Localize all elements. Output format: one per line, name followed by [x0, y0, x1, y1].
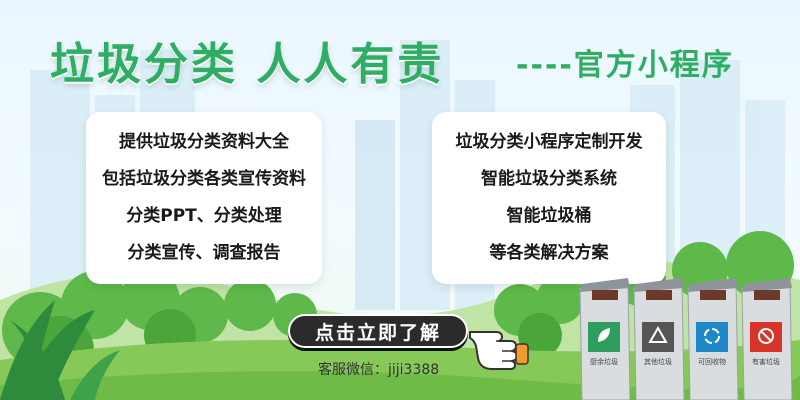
- card-line: 分类宣传、调查报告: [127, 243, 281, 263]
- leaf-icon: [598, 328, 610, 342]
- card-line: 提供垃圾分类资料大全: [119, 132, 289, 152]
- contact-wechat: 客服微信：jiji3388: [318, 362, 440, 378]
- card-line: 智能垃圾分类系统: [481, 169, 617, 189]
- bin-label: 有害垃圾: [752, 357, 780, 366]
- recycle-icon: [704, 328, 720, 344]
- pointing-hand-icon: [469, 331, 529, 370]
- card-line: 智能垃圾桶: [506, 206, 592, 226]
- bin-3: 可回收物: [687, 278, 739, 400]
- services-card-left: 提供垃圾分类资料大全 包括垃圾分类各类宣传资料 分类PPT、分类处理 分类宣传、…: [86, 112, 322, 284]
- hazard-icon: [758, 328, 774, 344]
- subtitle: ----官方小程序: [516, 48, 734, 83]
- services-card-right: 垃圾分类小程序定制开发 智能垃圾分类系统 智能垃圾桶 等各类解决方案: [432, 112, 666, 284]
- bin-2: 其他垃圾: [633, 278, 685, 400]
- bin-4: 有害垃圾: [741, 278, 793, 400]
- bin-label: 可回收物: [698, 357, 726, 366]
- card-line: 垃圾分类小程序定制开发: [455, 132, 643, 152]
- bin-label: 其他垃圾: [644, 357, 672, 366]
- card-line: 等各类解决方案: [489, 243, 609, 263]
- card-line: 包括垃圾分类各类宣传资料: [102, 169, 306, 189]
- bin-label: 厨余垃圾: [590, 357, 618, 366]
- recycling-bins: 厨余垃圾 其他垃圾 可回收物 有害垃圾: [579, 278, 793, 400]
- gray-triangle-icon: [648, 325, 668, 343]
- learn-more-button[interactable]: 点击立即了解: [288, 314, 468, 348]
- card-line: 分类PPT、分类处理: [126, 206, 282, 226]
- page-title: 垃圾分类 人人有责: [50, 39, 445, 90]
- bin-1: 厨余垃圾: [579, 278, 631, 400]
